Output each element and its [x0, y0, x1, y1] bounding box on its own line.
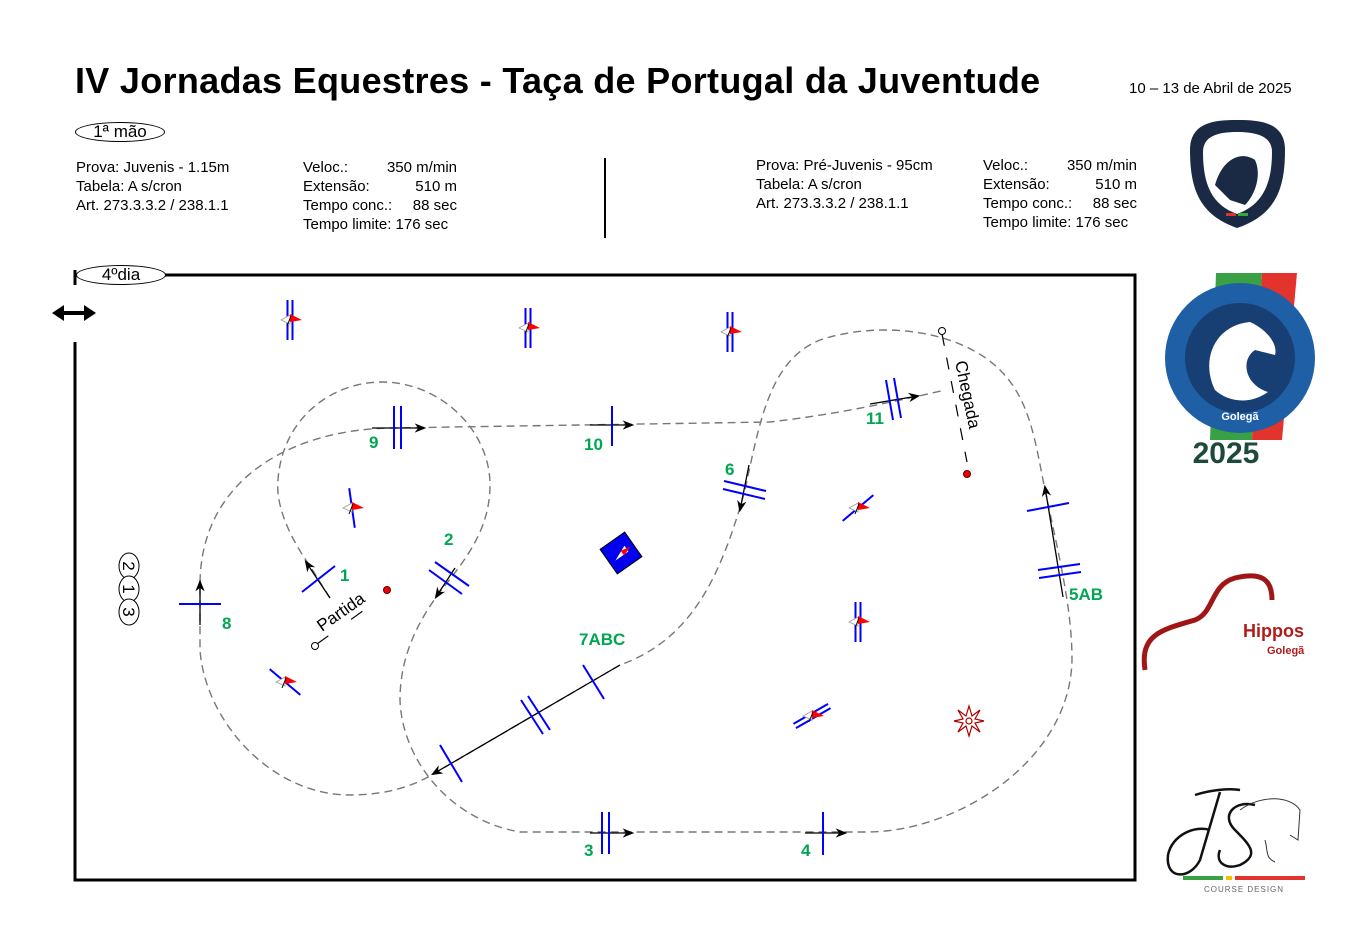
fence-3	[601, 812, 610, 854]
decoration-flower-icon	[953, 703, 985, 739]
fence-7b	[520, 695, 551, 735]
jornadas-year: 2025	[1193, 437, 1260, 470]
tempo-limite: Tempo limite: 176 sec	[303, 216, 449, 233]
class-left-times: Veloc.: 350 m/min Extensão: 510 m Tempo co…	[303, 158, 457, 234]
start-line: Partida	[311, 589, 379, 650]
arrow-11	[869, 392, 921, 405]
flag-marker	[792, 702, 832, 730]
finish-marker	[963, 470, 971, 478]
article: Art. 273.3.3.2 / 238.1.1	[76, 197, 229, 214]
finish-label: Chegada	[951, 359, 984, 431]
extensao-value: 510 m	[415, 178, 457, 195]
designer-tag: COURSE DESIGN	[1204, 885, 1284, 894]
prova: Prova: Pré-Juvenis - 95cm	[756, 157, 933, 174]
tabela: Tabela: A s/cron	[756, 176, 862, 193]
fence-number-2: 2	[444, 530, 453, 549]
veloc-label: Veloc.:	[303, 159, 349, 176]
veloc-value: 350 m/min	[1066, 157, 1137, 174]
hippos-logo: Hippos Golegã	[1141, 573, 1305, 671]
fence-7c	[439, 744, 463, 783]
finish-line: Chegada	[938, 327, 984, 463]
start-marker	[383, 586, 391, 594]
flag-marker	[280, 300, 302, 340]
fence-11	[885, 377, 902, 421]
arrow-7	[430, 664, 621, 776]
water-obstacle	[599, 531, 643, 575]
fence-6	[722, 480, 767, 500]
fence-number-6: 6	[725, 460, 734, 479]
fence-9	[393, 406, 402, 449]
fence-5a	[1026, 502, 1070, 512]
flag-marker	[518, 308, 540, 348]
fences	[179, 377, 1082, 855]
arena-border	[73, 273, 1137, 882]
tempo-conc-value: 88 sec	[1092, 195, 1137, 212]
prova: Prova: Juvenis - 1.15m	[76, 159, 230, 176]
js-course-design-logo: COURSE DESIGN	[1166, 787, 1305, 894]
fence-1	[301, 565, 336, 593]
hand-badge: 1ª mão	[75, 122, 165, 142]
fence-number-3: 3	[584, 841, 593, 860]
tempo-conc-value: 88 sec	[412, 197, 457, 214]
extensao-label: Extensão:	[303, 178, 370, 195]
veloc-value: 350 m/min	[386, 159, 457, 176]
entry-arrow-icon	[52, 305, 96, 321]
fence-2	[428, 561, 470, 595]
divider	[604, 158, 606, 238]
hippos-name: Hippos	[1243, 621, 1304, 641]
flag-markers	[269, 300, 874, 730]
entry-order-3: 3	[119, 607, 138, 616]
course-track	[199, 329, 1073, 833]
event-dates: 10 – 13 de Abril de 2025	[1129, 80, 1292, 97]
tempo-conc-label: Tempo conc.:	[983, 195, 1073, 212]
fence-number-11: 11	[866, 409, 884, 428]
fence-number-1: 1	[340, 566, 349, 585]
direction-arrows	[195, 392, 1064, 838]
arrow-6	[737, 464, 750, 513]
fence-number-4: 4	[801, 841, 811, 860]
fence-number-5ab: 5AB	[1069, 585, 1103, 604]
article: Art. 273.3.3.2 / 238.1.1	[756, 195, 909, 212]
fence-number-9: 9	[369, 433, 378, 452]
veloc-label: Veloc.:	[983, 157, 1029, 174]
class-right-details: Prova: Pré-Juvenis - 95cm Tabela: A s/cr…	[756, 156, 933, 213]
fence-7a	[582, 664, 605, 700]
flag-marker	[848, 602, 870, 642]
fence-number-7abc: 7ABC	[579, 630, 625, 649]
tempo-limite: Tempo limite: 176 sec	[983, 214, 1129, 231]
entry-order-1: 2	[119, 561, 138, 570]
page-title: IV Jornadas Equestres - Taça de Portugal…	[75, 60, 1041, 101]
fence-number-8: 8	[222, 614, 231, 633]
arrow-5	[1041, 484, 1064, 598]
fence-5b	[1037, 563, 1082, 579]
entry-order: 2 1 3	[118, 552, 140, 626]
hippos-place: Golegã	[1267, 645, 1305, 657]
extensao-label: Extensão:	[983, 176, 1050, 193]
entry-order-2: 1	[119, 584, 138, 593]
jornadas-place: Golegã	[1221, 411, 1259, 423]
class-right-times: Veloc.: 350 m/min Extensão: 510 m Tempo co…	[983, 156, 1137, 232]
extensao-value: 510 m	[1095, 176, 1137, 193]
class-left-details: Prova: Juvenis - 1.15m Tabela: A s/cron …	[76, 158, 229, 215]
flag-marker	[720, 312, 742, 352]
jornadas-logo: Golegã 2025	[1165, 273, 1315, 470]
fep-logo	[1190, 120, 1285, 228]
flag-marker	[269, 668, 301, 696]
flag-marker	[842, 494, 874, 522]
tabela: Tabela: A s/cron	[76, 178, 182, 195]
flag-marker	[342, 488, 364, 528]
tempo-conc-label: Tempo conc.:	[303, 197, 393, 214]
fence-number-10: 10	[584, 435, 603, 454]
day-badge: 4ºdia	[76, 265, 166, 285]
